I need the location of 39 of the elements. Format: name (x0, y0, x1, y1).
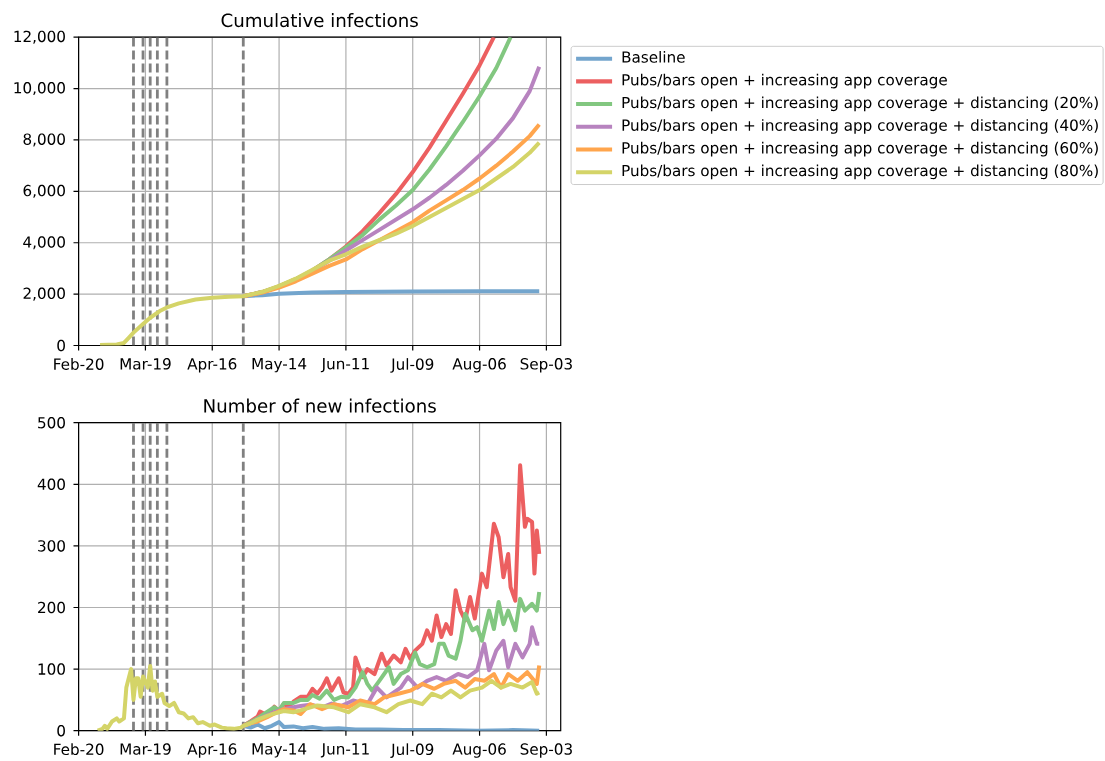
y-tick-label: 0 (57, 724, 65, 737)
x-tick-label: Jul-09 (390, 358, 434, 373)
x-tick-label: Feb-20 (54, 358, 104, 370)
y-tick-label: 8,000 (23, 133, 65, 147)
y-tick-label: 500 (38, 416, 65, 429)
legend-label: Pubs/bars open + increasing app coverage + distancing (80%) (622, 164, 1098, 180)
x-tick-label: Sep-03 (520, 358, 572, 373)
y-tick-label: 6,000 (23, 184, 65, 198)
y-tick-label: 300 (38, 540, 65, 552)
legend-label: Pubs/bars open + increasing app coverage + distancing (60%) (622, 141, 1098, 157)
chart-title: Number of new infections (204, 398, 436, 413)
line-series (241, 720, 542, 731)
legend-label: Pubs/bars open + increasing app coverage (622, 73, 947, 89)
y-tick-label: 2,000 (23, 287, 65, 301)
x-tick-label: Mar-19 (120, 743, 171, 755)
x-tick-label: Apr-16 (187, 358, 237, 373)
x-tick-label: Jun-11 (320, 358, 369, 373)
x-tick-label: Aug-06 (452, 743, 506, 758)
legend-label: Pubs/bars open + increasing app coverage + distancing (20%) (622, 96, 1098, 112)
legend-label: Pubs/bars open + increasing app coverage + distancing (40%) (622, 119, 1098, 134)
x-tick-label: Apr-16 (187, 743, 237, 758)
x-tick-label: Aug-06 (452, 358, 506, 373)
chart-title: Cumulative infections (221, 13, 418, 28)
y-tick-label: 4,000 (23, 236, 65, 250)
line-series (95, 664, 542, 731)
legend-label: Baseline (622, 51, 685, 63)
x-tick-label: Jul-09 (390, 743, 434, 758)
y-tick-label: 400 (37, 478, 65, 491)
y-tick-label: 0 (57, 339, 65, 352)
y-tick-label: 10,000 (14, 82, 65, 96)
x-tick-label: Mar-19 (120, 358, 171, 370)
x-tick-label: Jun-11 (320, 743, 369, 758)
y-tick-label: 200 (38, 601, 65, 614)
x-tick-label: May-14 (252, 358, 307, 373)
y-tick-label: 12,000 (14, 30, 65, 44)
y-tick-label: 100 (38, 663, 65, 675)
x-tick-label: May-14 (252, 743, 307, 758)
x-tick-label: Feb-20 (54, 743, 104, 756)
x-tick-label: Sep-03 (520, 743, 572, 758)
